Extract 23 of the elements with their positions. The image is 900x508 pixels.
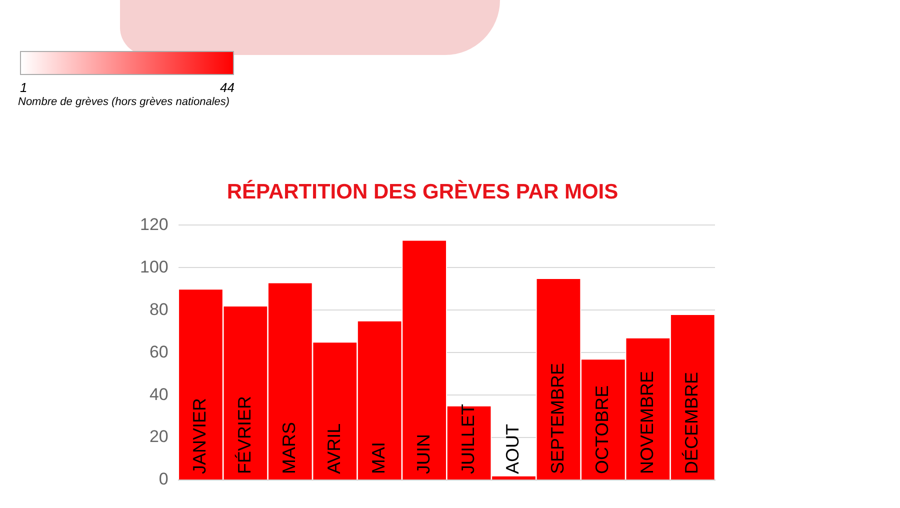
x-tick-label: MARS [279, 422, 300, 474]
y-tick-label: 100 [140, 257, 168, 276]
x-tick-label: AOUT [502, 424, 523, 474]
x-tick-label: JUILLET [458, 404, 478, 474]
x-tick-label: MAI [368, 442, 389, 474]
x-tick-label: AVRIL [324, 423, 344, 474]
y-tick-label: 20 [149, 427, 168, 446]
x-tick-label: JUIN [413, 434, 434, 474]
chart-title: RÉPARTITION DES GRÈVES PAR MOIS [226, 179, 618, 204]
x-tick-label: FÉVRIER [234, 396, 254, 474]
x-tick-label: DÉCEMBRE [682, 372, 702, 474]
text: Nombre de grèves (hors grèves nationales) [18, 96, 230, 108]
text: 44 [220, 80, 234, 95]
y-tick-label: 0 [158, 470, 168, 489]
y-tick-label: 80 [149, 300, 168, 319]
y-tick-label: 60 [149, 342, 168, 362]
x-tick-label: OCTOBRE [592, 385, 612, 474]
x-tick-label: SEPTEMBRE [547, 362, 568, 474]
y-tick-label: 120 [140, 214, 168, 234]
text: 1 [20, 80, 28, 95]
y-tick-label: 40 [149, 384, 168, 404]
x-tick-label: JANVIER [190, 398, 210, 474]
x-tick-label: NOVEMBRE [636, 370, 657, 474]
